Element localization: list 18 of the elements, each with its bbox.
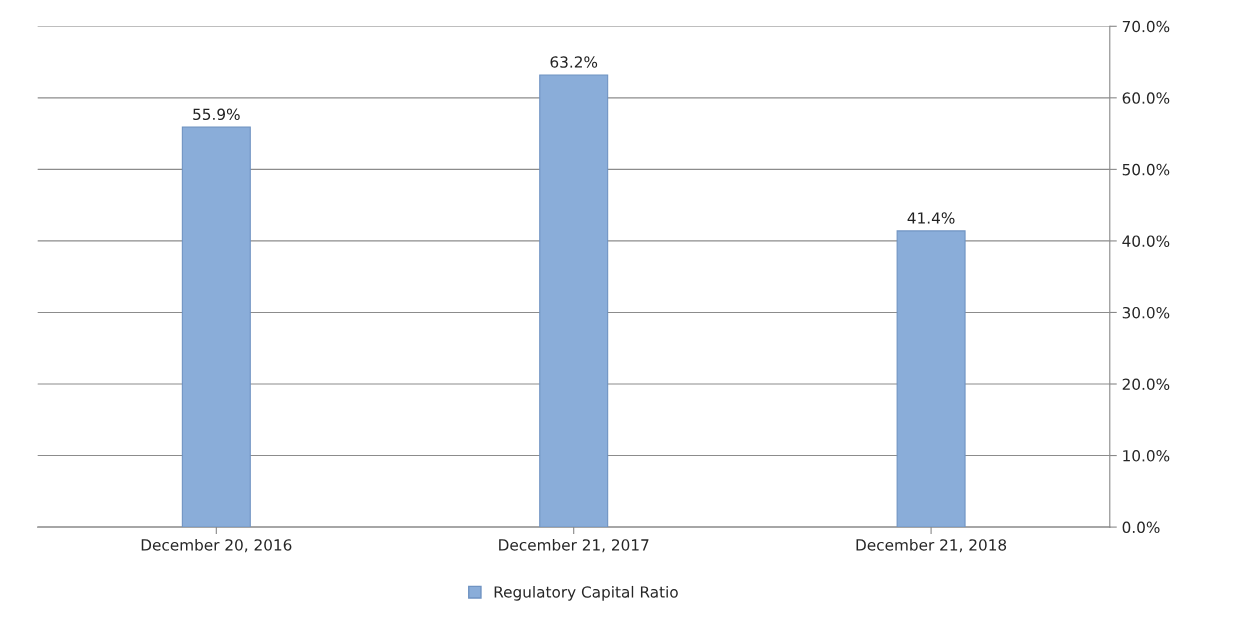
y-tick-label: 50.0% bbox=[1122, 163, 1170, 176]
data-label: 63.2% bbox=[550, 56, 598, 68]
bar bbox=[539, 74, 609, 528]
x-tick-label: December 20, 2016 bbox=[141, 538, 292, 553]
bar bbox=[181, 126, 251, 528]
y-tick-label: 60.0% bbox=[1122, 92, 1170, 104]
legend-label: Regulatory Capital Ratio bbox=[494, 585, 678, 601]
y-tick-label: 10.0% bbox=[1123, 450, 1170, 462]
y-tick-label: 20.0% bbox=[1122, 378, 1170, 391]
y-tick-label: 0.0% bbox=[1122, 521, 1160, 534]
x-tick-label: December 21, 2018 bbox=[856, 538, 1007, 553]
x-tick-label: December 21, 2017 bbox=[499, 538, 649, 553]
bar bbox=[896, 230, 966, 528]
y-tick-label: 70.0% bbox=[1122, 20, 1170, 33]
y-tick-label: 30.0% bbox=[1122, 306, 1170, 319]
y-tick-label: 40.0% bbox=[1122, 235, 1170, 247]
data-label: 41.4% bbox=[907, 212, 955, 224]
data-label: 55.9% bbox=[193, 108, 240, 121]
